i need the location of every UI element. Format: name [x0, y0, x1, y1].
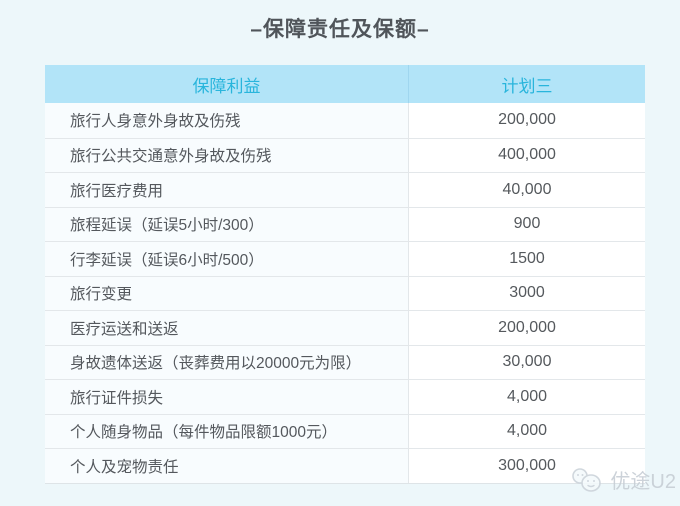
benefit-value: 200,000 — [409, 310, 645, 345]
table-row: 个人及宠物责任 300,000 — [45, 448, 645, 483]
benefit-value: 3000 — [409, 275, 645, 310]
benefit-value: 200,000 — [409, 103, 645, 138]
benefit-label: 身故遗体送返（丧葬费用以20000元为限） — [45, 344, 409, 379]
benefit-value: 4,000 — [409, 379, 645, 414]
table-row: 旅行变更 3000 — [45, 275, 645, 310]
benefit-label: 旅行证件损失 — [45, 379, 409, 414]
benefit-value: 300,000 — [409, 448, 645, 483]
benefit-label: 旅行变更 — [45, 275, 409, 310]
table-row: 旅行证件损失 4,000 — [45, 379, 645, 414]
watermark-logo-icon — [570, 466, 606, 494]
benefit-label: 旅行公共交通意外身故及伤残 — [45, 137, 409, 172]
benefit-value: 400,000 — [409, 137, 645, 172]
column-header-benefit: 保障利益 — [45, 65, 409, 103]
column-header-plan: 计划三 — [501, 76, 553, 96]
table-row: 行李延误（延误6小时/500） 1500 — [45, 241, 645, 276]
page-title: –保障责任及保额– — [250, 18, 430, 41]
benefit-label: 个人随身物品（每件物品限额1000元） — [45, 413, 409, 448]
benefit-label: 医疗运送和送返 — [45, 310, 409, 345]
benefit-label: 行李延误（延误6小时/500） — [45, 241, 409, 276]
benefit-value: 40,000 — [409, 172, 645, 207]
table-row: 旅行人身意外身故及伤残 200,000 — [45, 103, 645, 138]
benefit-value: 30,000 — [409, 344, 645, 379]
benefit-label: 旅行人身意外身故及伤残 — [45, 103, 409, 138]
benefit-value: 1500 — [409, 241, 645, 276]
benefit-table: 保障利益 计划三 旅行人身意外身故及伤残 200,000 旅行公共交通意外身故及… — [45, 65, 645, 484]
table-header-row: 保障利益 计划三 — [45, 65, 645, 103]
benefit-label: 个人及宠物责任 — [45, 448, 409, 483]
table-row: 医疗运送和送返 200,000 — [45, 310, 645, 345]
benefit-value: 900 — [409, 206, 645, 241]
watermark: 优途U2 — [570, 465, 676, 494]
benefit-value: 4,000 — [409, 413, 645, 448]
watermark-text: 优途U2 — [610, 471, 676, 493]
benefit-label: 旅程延误（延误5小时/300） — [45, 206, 409, 241]
table-row: 个人随身物品（每件物品限额1000元） 4,000 — [45, 413, 645, 448]
table-row: 身故遗体送返（丧葬费用以20000元为限） 30,000 — [45, 344, 645, 379]
table-row: 旅程延误（延误5小时/300） 900 — [45, 206, 645, 241]
benefit-label: 旅行医疗费用 — [45, 172, 409, 207]
table-row: 旅行医疗费用 40,000 — [45, 172, 645, 207]
table-row: 旅行公共交通意外身故及伤残 400,000 — [45, 137, 645, 172]
